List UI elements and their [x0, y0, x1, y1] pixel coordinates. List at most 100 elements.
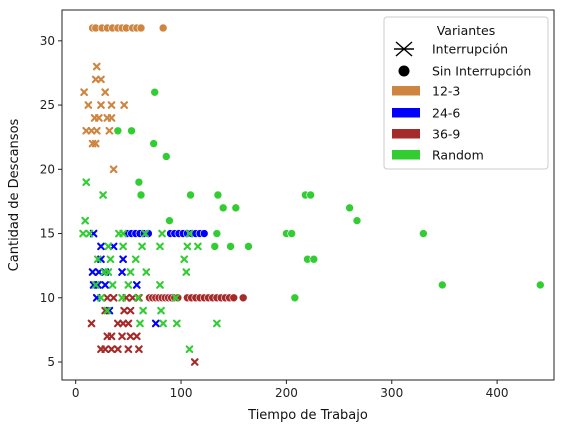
data-point-x [109, 293, 118, 302]
legend-x-marker [394, 41, 414, 57]
data-point-x [107, 114, 116, 122]
x-axis-label: Tiempo de Trabajo [247, 408, 368, 423]
data-point-x [95, 114, 103, 122]
data-point-x [104, 268, 113, 276]
data-point-x [134, 293, 142, 302]
data-point-x [108, 281, 117, 289]
data-point-x [79, 229, 87, 238]
data-point-x [190, 358, 199, 366]
data-point-x [92, 62, 101, 71]
data-point-circle [212, 229, 222, 238]
data-point-x [93, 281, 102, 289]
data-point-x [156, 281, 164, 289]
data-point-x [124, 345, 133, 354]
data-point-circle [161, 152, 171, 161]
data-point-circle [231, 203, 241, 213]
data-point-circle [419, 229, 428, 238]
legend-entry-random: Random [392, 148, 484, 163]
data-point-x [118, 293, 126, 302]
data-point-circle [306, 190, 315, 200]
data-point-circle [150, 87, 160, 97]
data-point-circle [186, 190, 195, 200]
data-point-x [171, 293, 180, 302]
data-point-circle [536, 280, 545, 290]
data-point-x [159, 319, 167, 328]
data-point-x [119, 255, 127, 264]
y-tick-label: 30 [40, 34, 55, 48]
data-point-x [120, 101, 129, 109]
legend-entry-sin-interrupcion: Sin Interrupción [398, 64, 531, 79]
legend-swatch-36-9 [392, 129, 420, 139]
data-point-x [128, 293, 137, 302]
data-point-circle [149, 139, 158, 148]
data-point-x [158, 229, 166, 238]
points-layer [79, 23, 545, 366]
data-point-circle [309, 254, 319, 264]
data-point-circle [134, 177, 144, 187]
data-point-circle [229, 293, 239, 303]
data-point-x [80, 88, 88, 97]
data-point-x [82, 126, 91, 135]
data-point-circle [165, 216, 174, 225]
data-point-x [107, 332, 116, 341]
data-point-circle [210, 242, 220, 251]
data-point-x [95, 268, 103, 276]
data-point-x [107, 345, 116, 354]
legend-entry-12-3: 12-3 [392, 84, 460, 99]
data-point-x [151, 319, 160, 328]
data-point-x [119, 242, 127, 251]
data-point-x [101, 345, 110, 354]
legend-entry-36-9: 36-9 [392, 127, 460, 142]
data-point-x [120, 306, 129, 315]
legend-label-random: Random [432, 148, 484, 163]
data-point-x [87, 126, 96, 135]
data-point-circle [287, 229, 296, 238]
legend-swatch-12-3 [392, 86, 420, 96]
data-point-circle [244, 242, 253, 251]
legend-entry-interrupcion: Interrupción [394, 41, 508, 57]
data-point-x [103, 306, 112, 315]
data-point-x [172, 319, 181, 328]
x-axis-ticks: 0 100 200 300 400 [72, 380, 509, 400]
legend: Variantes Interrupción Sin Interrupción … [383, 16, 549, 170]
data-point-circle [136, 23, 146, 33]
data-point-x [84, 101, 93, 109]
data-point-x [101, 281, 110, 289]
data-point-circle [438, 280, 447, 290]
data-point-x [132, 281, 141, 289]
data-point-circle [127, 126, 136, 136]
y-tick-label: 15 [40, 227, 55, 241]
data-point-x [136, 319, 144, 328]
data-point-circle [173, 293, 183, 303]
data-point-x [194, 242, 202, 251]
data-point-x [88, 268, 97, 276]
data-point-x [141, 229, 150, 238]
data-point-x [97, 101, 105, 109]
data-point-circle [290, 293, 300, 303]
data-point-x [101, 88, 110, 97]
x-tick-label: 100 [170, 386, 193, 400]
data-point-x [93, 255, 102, 264]
data-point-circle [199, 229, 209, 238]
x-tick-label: 400 [486, 386, 509, 400]
data-point-x [126, 332, 135, 341]
x-tick-label: 0 [72, 386, 80, 400]
x-tick-label: 300 [380, 386, 403, 400]
series-random [79, 87, 545, 354]
data-point-x [132, 332, 141, 341]
y-tick-label: 25 [40, 98, 55, 112]
data-point-circle [238, 293, 248, 303]
data-point-x [104, 242, 113, 251]
legend-swatch-24-6 [392, 108, 420, 118]
data-point-circle [113, 126, 123, 136]
legend-label-24-6: 24-6 [432, 106, 460, 121]
data-point-x [105, 126, 114, 135]
data-point-x [92, 126, 101, 135]
data-point-x [109, 165, 118, 174]
data-point-x [182, 268, 191, 276]
data-point-x [138, 242, 146, 251]
data-point-x [119, 229, 127, 238]
legend-label-sin-interrupcion: Sin Interrupción [432, 64, 531, 79]
data-point-x [119, 319, 127, 328]
